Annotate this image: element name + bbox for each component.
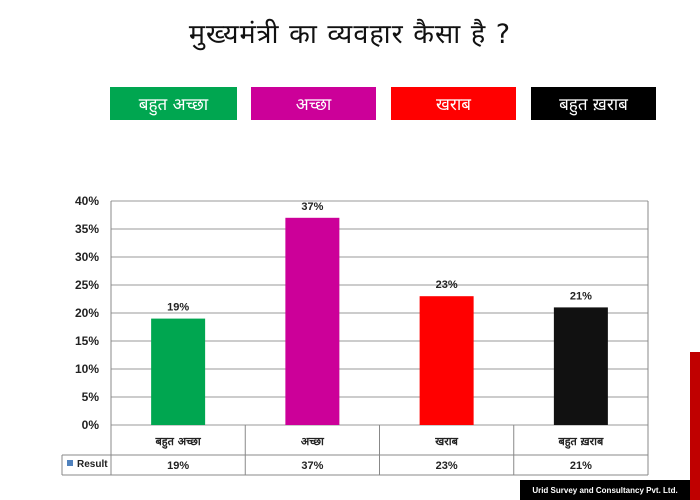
table-value: 19%	[167, 460, 189, 472]
legend-label: बहुत ख़राब	[559, 95, 628, 115]
legend-label: खराब	[436, 95, 471, 115]
x-category-label: बहुत अच्छा	[155, 435, 202, 449]
table-value: 23%	[436, 460, 458, 472]
legend-item-very-good: बहुत अच्छा	[110, 87, 237, 120]
y-tick-label: 5%	[82, 390, 100, 404]
data-label: 23%	[436, 279, 458, 291]
chart-title: मुख्यमंत्री का व्यवहार कैसा है ?	[188, 19, 512, 50]
y-tick-label: 30%	[75, 250, 99, 264]
bar	[151, 318, 206, 425]
legend-label: अच्छा	[295, 95, 332, 115]
legend-label: बहुत अच्छा	[138, 95, 209, 115]
legend-item-good: अच्छा	[251, 87, 376, 120]
x-category-label: अच्छा	[301, 435, 325, 448]
bar	[419, 296, 474, 425]
bar	[285, 217, 340, 425]
table-value: 37%	[301, 460, 323, 472]
series-key-swatch	[67, 460, 73, 466]
legend-item-very-bad: बहुत ख़राब	[531, 87, 656, 120]
bar	[553, 307, 608, 425]
data-label: 21%	[570, 290, 592, 302]
table-value: 21%	[570, 460, 592, 472]
footer-credit: Urid Survey and Consultancy Pvt. Ltd.	[520, 480, 690, 500]
y-tick-label: 15%	[75, 334, 99, 348]
legend-item-bad: खराब	[391, 87, 516, 120]
decorative-stripe	[690, 352, 700, 500]
y-tick-label: 25%	[75, 278, 99, 292]
data-label: 19%	[167, 302, 189, 314]
data-label: 37%	[301, 201, 323, 213]
x-category-label: बहुत ख़राब	[557, 435, 604, 449]
y-tick-label: 35%	[75, 222, 99, 236]
y-tick-label: 0%	[82, 418, 100, 432]
y-tick-label: 10%	[75, 362, 99, 376]
y-tick-label: 20%	[75, 306, 99, 320]
series-name: Result	[77, 459, 108, 470]
y-tick-label: 40%	[75, 194, 99, 208]
x-category-label: खराब	[434, 435, 458, 448]
